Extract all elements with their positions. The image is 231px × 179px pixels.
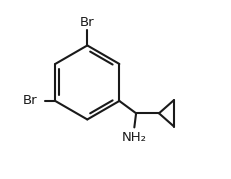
Text: NH₂: NH₂	[122, 131, 147, 144]
Text: Br: Br	[80, 16, 95, 29]
Text: Br: Br	[23, 95, 38, 107]
